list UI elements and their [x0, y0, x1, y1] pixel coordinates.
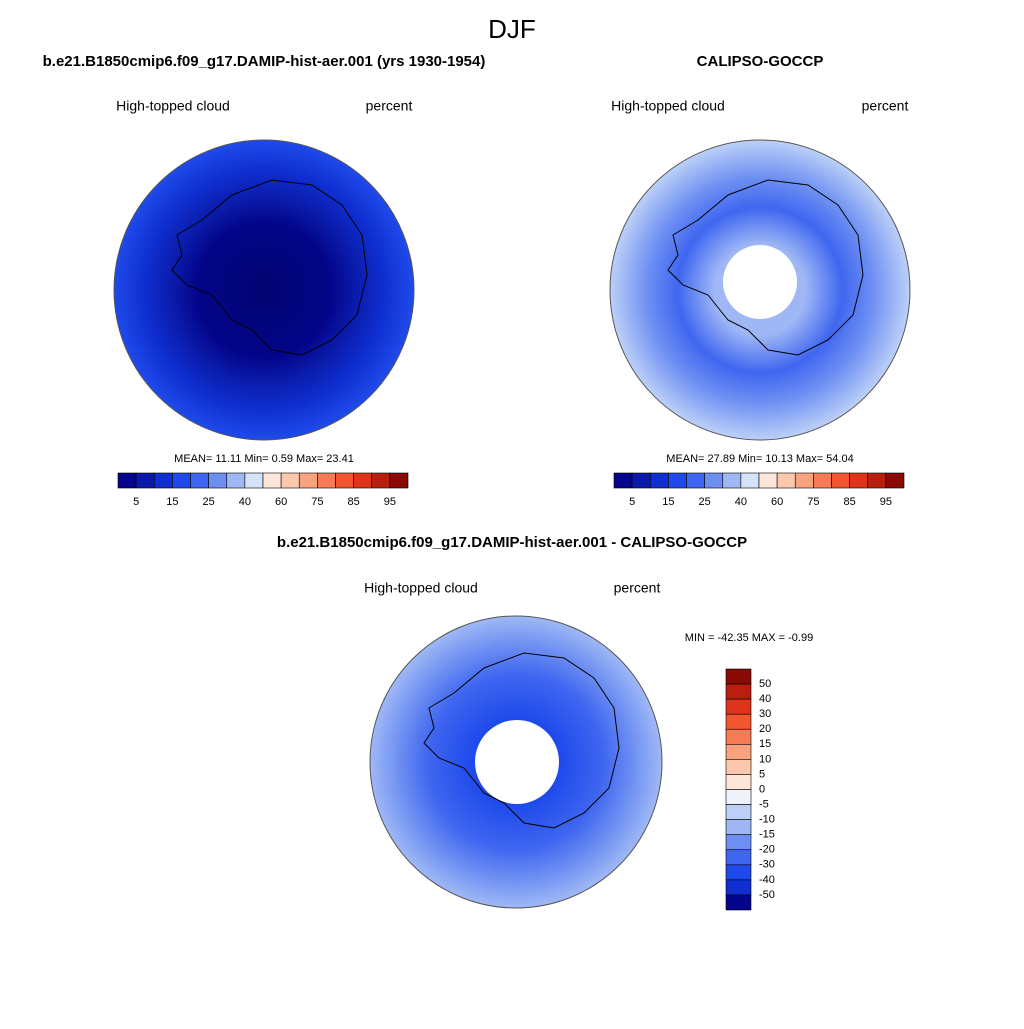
colorbar-label: 75 — [807, 496, 819, 508]
colorbar-box — [725, 774, 752, 790]
colorbar-box — [153, 472, 173, 489]
colorbar-box — [226, 472, 246, 489]
colorbar-label: -15 — [759, 829, 775, 841]
colorbar-label: -10 — [759, 814, 775, 826]
panel-title: b.e21.B1850cmip6.f09_g17.DAMIP-hist-aer.… — [43, 53, 486, 70]
colorbar-label: -5 — [759, 798, 769, 810]
colorbar-box — [725, 879, 752, 896]
colorbar-box — [298, 472, 318, 489]
right-label: percent — [614, 580, 661, 596]
colorbar-box — [631, 472, 651, 489]
colorbar-box — [849, 472, 869, 489]
colorbar-label: 5 — [133, 496, 139, 508]
stats: MIN = -42.35 MAX = -0.99 — [685, 632, 813, 644]
colorbar-label: 20 — [759, 723, 771, 735]
colorbar-box — [668, 472, 687, 489]
colorbar-box — [725, 713, 752, 730]
colorbar-label: 85 — [348, 496, 360, 508]
colorbar-label: 60 — [771, 496, 783, 508]
right-label: percent — [366, 98, 413, 114]
colorbar-box — [831, 472, 850, 489]
colorbar-box — [725, 789, 752, 805]
colorbar-label: 85 — [844, 496, 856, 508]
colorbar: 5 15 25 40 60 75 85 95 — [117, 472, 409, 508]
colorbar-box — [740, 472, 760, 489]
colorbar-label: 40 — [239, 496, 251, 508]
colorbar-box — [704, 472, 724, 489]
colorbar-box — [280, 472, 300, 489]
colorbar-box — [725, 819, 752, 835]
colorbar-box — [686, 472, 705, 489]
left-label: High-topped cloud — [611, 98, 725, 114]
colorbar-label: 75 — [311, 496, 323, 508]
colorbar-box — [725, 804, 752, 820]
colorbar-label: 15 — [759, 738, 771, 750]
colorbar-label: 40 — [759, 693, 771, 705]
colorbar: 5 15 25 40 60 75 85 95 — [613, 472, 905, 508]
colorbar-box — [867, 472, 887, 489]
colorbar-label: -20 — [759, 844, 775, 856]
colorbar-box — [813, 472, 832, 489]
figure-title: DJF — [488, 14, 536, 44]
colorbar-label: 25 — [699, 496, 711, 508]
colorbar-box — [117, 472, 137, 489]
left-label: High-topped cloud — [116, 98, 230, 114]
colorbar-box — [725, 728, 752, 745]
colorbar-box — [725, 849, 752, 866]
colorbar-label: 60 — [275, 496, 287, 508]
colorbar-box — [389, 472, 409, 489]
colorbar-box — [725, 759, 752, 775]
colorbar-box — [725, 683, 752, 700]
missing-data — [723, 245, 797, 319]
colorbar-box — [172, 472, 191, 489]
colorbar-label: 50 — [759, 678, 771, 690]
colorbar-box — [725, 698, 752, 715]
panel-title: CALIPSO-GOCCP — [697, 53, 824, 70]
colorbar-box — [725, 864, 752, 881]
colorbar-label: 5 — [759, 768, 765, 780]
colorbar-box — [725, 834, 752, 851]
missing-data — [475, 720, 559, 804]
colorbar-box — [208, 472, 228, 489]
colorbar-label: -40 — [759, 874, 775, 886]
colorbar-box — [190, 472, 209, 489]
colorbar-box — [244, 472, 264, 489]
colorbar-box — [794, 472, 814, 489]
colorbar-label: 10 — [759, 753, 771, 765]
colorbar-label: -50 — [759, 889, 775, 901]
colorbar-label: 15 — [662, 496, 674, 508]
colorbar-label: 25 — [203, 496, 215, 508]
colorbar-label: 0 — [759, 783, 765, 795]
colorbar-box — [335, 472, 354, 489]
colorbar-box — [262, 472, 282, 489]
stats: MEAN= 27.89 Min= 10.13 Max= 54.04 — [666, 453, 853, 465]
stats: MEAN= 11.11 Min= 0.59 Max= 23.41 — [174, 453, 354, 465]
colorbar-box — [353, 472, 373, 489]
colorbar-label: 5 — [629, 496, 635, 508]
colorbar-label: 15 — [166, 496, 178, 508]
colorbar-box — [371, 472, 391, 489]
colorbar-box — [317, 472, 336, 489]
colorbar-box — [758, 472, 778, 489]
colorbar-label: 95 — [384, 496, 396, 508]
panel-title: b.e21.B1850cmip6.f09_g17.DAMIP-hist-aer.… — [277, 534, 747, 551]
left-label: High-topped cloud — [364, 580, 478, 596]
colorbar-label: 40 — [735, 496, 747, 508]
colorbar-box — [776, 472, 796, 489]
colorbar-box — [135, 472, 155, 489]
colorbar-box — [613, 472, 633, 489]
colorbar-label: 95 — [880, 496, 892, 508]
colorbar-box — [725, 744, 752, 760]
colorbar-label: -30 — [759, 859, 775, 871]
map — [113, 139, 415, 441]
colorbar-box — [649, 472, 669, 489]
colorbar-box — [725, 894, 752, 911]
colorbar-box — [885, 472, 905, 489]
colorbar-label: 30 — [759, 708, 771, 720]
colorbar-box — [722, 472, 742, 489]
colorbar-box — [725, 668, 752, 685]
right-label: percent — [862, 98, 909, 114]
